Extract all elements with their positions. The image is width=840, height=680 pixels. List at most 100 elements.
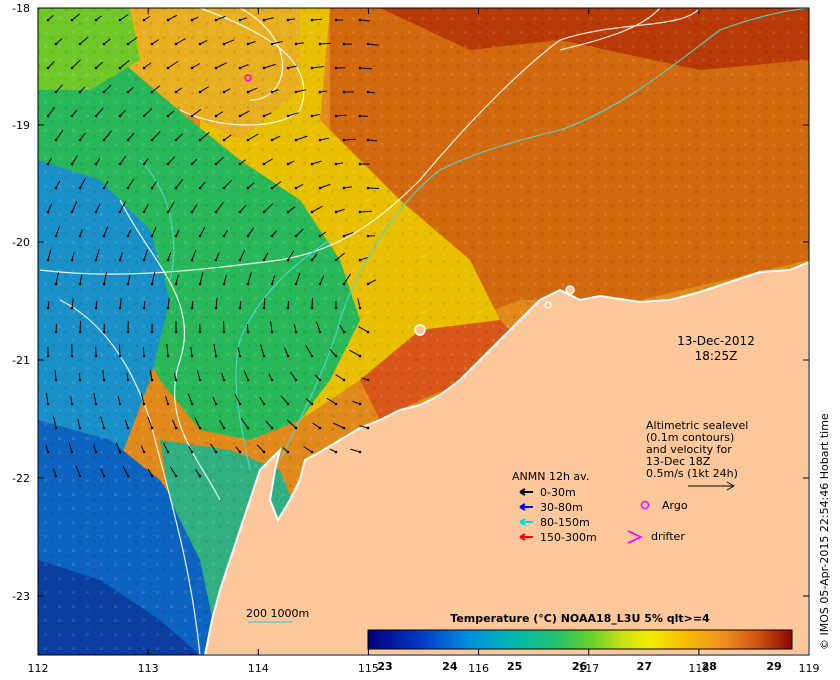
velocity-arrow-tail — [342, 378, 346, 382]
velocity-arrow — [210, 443, 217, 453]
velocity-arrow-tail — [238, 114, 242, 118]
velocity-arrow-tail — [366, 426, 370, 430]
velocity-arrow — [359, 257, 368, 261]
velocity-arrow — [175, 275, 179, 285]
velocity-arrow-tail — [54, 90, 58, 94]
velocity-arrow-tail — [310, 114, 314, 118]
velocity-arrow — [79, 36, 89, 45]
velocity-arrow — [305, 398, 313, 405]
velocity-arrow — [167, 14, 178, 21]
velocity-arrow-tail — [286, 306, 290, 310]
velocity-arrow-tail — [214, 354, 218, 358]
velocity-arrow — [359, 67, 373, 70]
velocity-arrow-tail — [342, 186, 346, 190]
legend-item: 30-80m — [519, 501, 583, 514]
velocity-arrow-tail — [70, 18, 74, 22]
velocity-arrow — [196, 370, 201, 381]
velocity-arrow — [303, 446, 313, 453]
velocity-arrow-tail — [190, 258, 194, 262]
velocity-arrow-tail — [214, 66, 218, 70]
velocity-arrow-tail — [334, 306, 338, 310]
velocity-arrow-tail — [198, 186, 202, 190]
velocity-arrow — [271, 275, 276, 285]
velocity-arrow — [295, 228, 304, 237]
velocity-arrow-tail — [310, 402, 314, 406]
velocity-arrow-tail — [150, 282, 154, 286]
velocity-arrow — [311, 113, 320, 117]
velocity-arrow — [167, 252, 172, 261]
velocity-arrow — [335, 208, 345, 213]
velocity-arrow-tail — [262, 114, 266, 118]
velocity-arrow — [143, 62, 152, 69]
velocity-arrow-tail — [102, 474, 106, 478]
colorbar-title: Temperature (°C) NOAA18_L3U 5% qlt>=4 — [450, 612, 710, 625]
velocity-arrow-tail — [70, 162, 74, 166]
velocity-arrow — [295, 42, 304, 45]
velocity-arrow-tail — [102, 90, 106, 94]
velocity-arrow-tail — [78, 42, 82, 46]
velocity-arrow-tail — [174, 282, 178, 286]
velocity-arrow-tail — [334, 450, 338, 454]
velocity-arrow-tail — [54, 282, 58, 286]
land-mass — [203, 260, 810, 656]
velocity-arrow-tail — [102, 330, 106, 334]
velocity-arrow-tail — [142, 450, 146, 454]
velocity-arrow — [143, 108, 153, 117]
velocity-arrow-tail — [238, 162, 242, 166]
velocity-arrow-tail — [46, 18, 50, 22]
velocity-arrow — [175, 38, 186, 45]
isobaths — [139, 7, 810, 471]
velocity-arrow-tail — [190, 114, 194, 118]
velocity-arrow — [103, 180, 109, 189]
velocity-arrow — [357, 298, 361, 309]
velocity-arrow — [167, 60, 179, 69]
velocity-arrow-tail — [214, 306, 218, 310]
velocity-arrow — [167, 110, 175, 117]
velocity-arrow-tail — [318, 378, 322, 382]
velocity-arrow — [312, 422, 321, 429]
plot-frame — [37, 7, 810, 656]
velocity-arrow-tail — [238, 354, 242, 358]
lon-tick-label: 115 — [358, 662, 379, 675]
velocity-arrow — [311, 205, 323, 213]
velocity-arrow — [79, 275, 83, 285]
timestamp-date: 13-Dec-2012 — [677, 334, 755, 348]
velocity-arrow — [175, 133, 183, 141]
velocity-arrow-tail — [126, 186, 130, 190]
velocity-arrow — [93, 393, 97, 405]
velocity-arrow — [256, 444, 265, 453]
velocity-arrow-tail — [126, 138, 130, 142]
velocity-arrow-tail — [222, 426, 226, 430]
velocity-arrow-tail — [54, 330, 58, 334]
velocity-arrow — [95, 61, 104, 69]
velocity-arrow — [265, 420, 273, 429]
velocity-arrow — [359, 425, 369, 429]
velocity-arrow — [151, 181, 158, 189]
lon-tick-label: 112 — [28, 662, 49, 675]
velocity-arrow-tail — [318, 90, 322, 94]
velocity-arrow-tail — [78, 330, 82, 334]
velocity-arrow — [47, 249, 52, 261]
velocity-arrow-tail — [342, 234, 346, 238]
velocity-arrow — [213, 344, 217, 357]
longitude-axis: 112 113 114 115 116 117 118 119 — [28, 8, 820, 675]
velocity-arrow-tail — [78, 378, 82, 382]
velocity-arrow — [75, 465, 81, 477]
velocity-arrow-tail — [118, 402, 122, 406]
lon-tick-label: 114 — [248, 662, 269, 675]
velocity-arrow-tail — [46, 450, 50, 454]
velocity-arrow — [194, 469, 201, 477]
velocity-arrow-tail — [358, 258, 362, 262]
velocity-arrow-tail — [358, 18, 362, 22]
velocity-arrow — [151, 39, 160, 45]
velocity-arrow-tail — [94, 354, 98, 358]
velocity-arrow-tail — [166, 306, 170, 310]
velocity-arrow-tail — [238, 450, 242, 454]
velocity-arrow-tail — [198, 282, 202, 286]
velocity-arrow — [122, 465, 129, 477]
velocity-arrow-tail — [150, 186, 154, 190]
legend-title: ANMN 12h av. — [512, 470, 589, 483]
velocity-arrow-tail — [366, 378, 370, 382]
velocity-arrow — [71, 13, 81, 21]
velocity-arrow-tail — [118, 210, 122, 214]
